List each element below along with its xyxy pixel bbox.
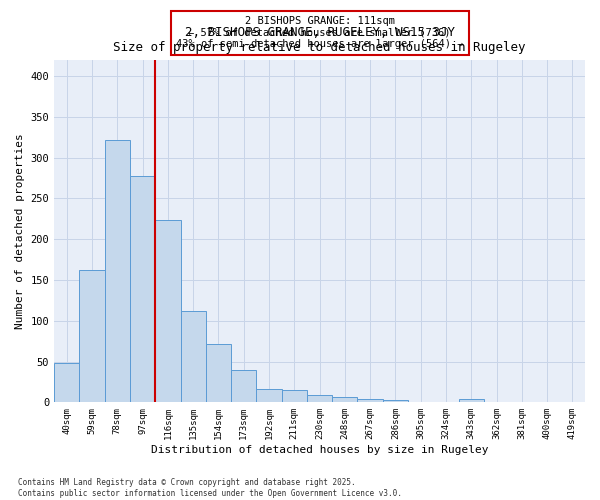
Y-axis label: Number of detached properties: Number of detached properties xyxy=(15,133,25,329)
Bar xyxy=(332,396,358,402)
Bar xyxy=(54,363,79,403)
Bar xyxy=(281,390,307,402)
X-axis label: Distribution of detached houses by size in Rugeley: Distribution of detached houses by size … xyxy=(151,445,488,455)
Bar xyxy=(79,270,105,402)
Title: 2, BISHOPS GRANGE, RUGELEY, WS15 3JY
Size of property relative to detached house: 2, BISHOPS GRANGE, RUGELEY, WS15 3JY Siz… xyxy=(113,26,526,54)
Bar xyxy=(105,140,130,402)
Text: Contains HM Land Registry data © Crown copyright and database right 2025.
Contai: Contains HM Land Registry data © Crown c… xyxy=(18,478,402,498)
Bar xyxy=(256,390,281,402)
Bar xyxy=(130,176,155,402)
Bar xyxy=(458,399,484,402)
Bar xyxy=(181,311,206,402)
Bar xyxy=(206,344,231,402)
Bar xyxy=(155,220,181,402)
Bar xyxy=(358,399,383,402)
Bar xyxy=(383,400,408,402)
Text: 2 BISHOPS GRANGE: 111sqm
← 57% of detached houses are smaller (736)
43% of semi-: 2 BISHOPS GRANGE: 111sqm ← 57% of detach… xyxy=(176,16,463,50)
Bar xyxy=(307,395,332,402)
Bar xyxy=(231,370,256,402)
